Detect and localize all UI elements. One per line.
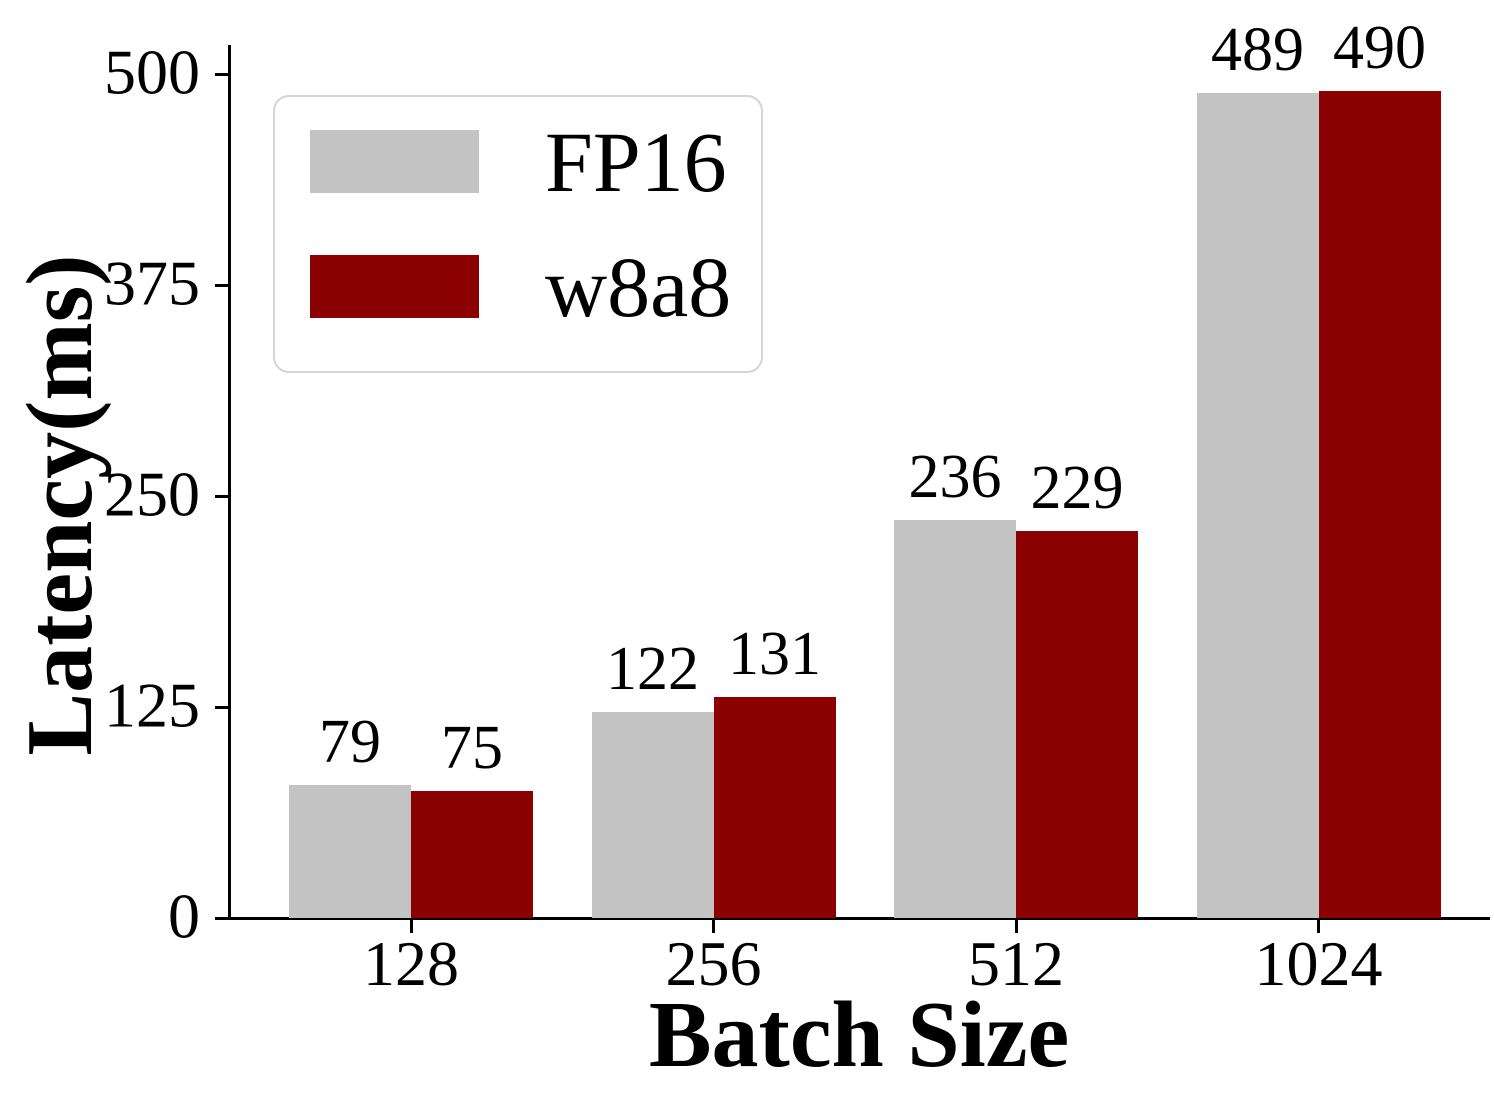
x-tick-mark-128 [409,920,413,933]
x-tick-label-512: 512 [968,928,1064,999]
legend-item-fp16: FP16 [310,119,761,205]
bar-value-label-fp16-256: 122 [606,635,699,704]
bar-fp16-256 [591,712,714,918]
y-tick-mark-500 [215,72,229,76]
y-tick-mark-375 [215,283,229,287]
legend-label-w8a8: w8a8 [545,238,732,335]
legend: FP16 w8a8 [273,95,763,373]
bar-fp16-128 [289,784,411,918]
legend-item-w8a8: w8a8 [310,244,761,330]
bar-fp16-512 [894,519,1016,918]
y-tick-label-0: 0 [168,880,200,952]
bar-value-label-w8a8-512: 229 [1030,454,1124,523]
y-tick-label-375: 375 [104,247,200,319]
x-axis-title: Batch Size [648,983,1070,1087]
bar-value-label-w8a8-128: 75 [441,714,503,783]
y-tick-mark-0 [215,916,229,920]
plot-area: FP16 w8a8 0 125 250 375 500 128 256 512 1024 79 12… [104,17,1490,996]
legend-swatch-w8a8 [310,255,479,318]
y-tick-mark-125 [215,705,229,709]
x-tick-mark-1024 [1317,920,1320,933]
bar-w8a8-256 [713,696,836,918]
x-tick-label-1024: 1024 [1254,928,1383,999]
y-tick-label-250: 250 [104,458,200,530]
bar-value-label-fp16-512: 236 [908,442,1002,511]
x-tick-mark-512 [1014,920,1018,933]
y-axis-line [228,45,231,920]
y-tick-mark-250 [215,494,229,498]
x-axis-line [228,917,1490,920]
legend-swatch-fp16 [310,130,479,193]
bar-w8a8-1024 [1318,90,1441,918]
legend-label-fp16: FP16 [545,113,727,210]
x-tick-label-128: 128 [363,928,459,999]
x-tick-label-256: 256 [665,928,762,999]
y-tick-label-125: 125 [104,669,200,741]
bar-fp16-1024 [1196,92,1319,918]
bar-w8a8-128 [411,791,533,918]
bar-value-label-w8a8-1024: 490 [1333,13,1426,82]
x-tick-mark-256 [712,920,715,933]
bar-w8a8-512 [1016,531,1138,918]
bar-value-label-w8a8-256: 131 [728,619,821,688]
y-tick-label-500: 500 [104,36,200,108]
bar-value-label-fp16-1024: 489 [1211,15,1304,84]
bar-value-label-fp16-128: 79 [319,707,381,776]
